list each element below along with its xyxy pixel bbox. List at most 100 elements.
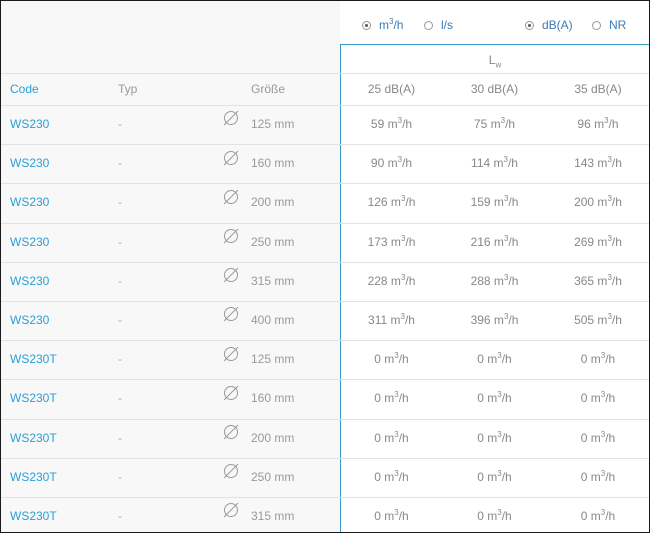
radio-sound-dba[interactable]: dB(A) <box>525 17 573 33</box>
radio-label-ls: l/s <box>441 18 453 32</box>
type-value: - <box>118 430 122 445</box>
type-value: - <box>118 469 122 484</box>
table-row: WS230 - 160 mm 90 m3/h 114 m3/h 143 m3/h <box>1 144 649 183</box>
flow-25dba: 228 m3/h <box>367 272 416 288</box>
table-row: WS230T - 160 mm 0 m3/h 0 m3/h 0 m3/h <box>1 379 649 418</box>
flow-30dba: 75 m3/h <box>473 116 516 132</box>
type-value: - <box>118 352 122 367</box>
radio-sound-nr[interactable]: NR <box>592 17 626 33</box>
size-value: 315 mm <box>251 509 295 523</box>
flow-35dba: 0 m3/h <box>580 429 616 445</box>
product-code-link[interactable]: WS230T <box>10 430 57 445</box>
flow-25dba: 0 m3/h <box>374 468 409 484</box>
size-value: 160 mm <box>251 391 295 406</box>
product-code-link[interactable]: WS230T <box>10 469 57 484</box>
diameter-icon <box>222 379 242 418</box>
product-code-link[interactable]: WS230 <box>10 273 50 288</box>
header-30dba[interactable]: 30 dB(A) <box>470 82 519 96</box>
type-value: - <box>118 313 122 327</box>
radio-button[interactable] <box>592 20 601 30</box>
header-25dba[interactable]: 25 dB(A) <box>367 82 416 96</box>
product-code-link[interactable]: WS230T <box>10 352 57 367</box>
table-row: WS230T - 250 mm 0 m3/h 0 m3/h 0 m3/h <box>1 458 649 497</box>
radio-flow-m3h[interactable]: m3/h <box>362 17 403 33</box>
divider <box>1 222 649 224</box>
flow-30dba: 0 m3/h <box>477 351 512 367</box>
flow-35dba: 269 m3/h <box>574 233 622 249</box>
diameter-icon <box>222 144 242 183</box>
type-value: - <box>118 391 122 406</box>
flow-30dba: 114 m3/h <box>471 155 518 171</box>
divider <box>1 183 649 185</box>
lw-values-panel <box>340 44 649 532</box>
product-code-link[interactable]: WS230 <box>10 234 50 249</box>
radio-flow-ls[interactable]: l/s <box>424 17 453 33</box>
flow-35dba: 0 m3/h <box>580 508 616 524</box>
product-code-link[interactable]: WS230 <box>10 156 50 171</box>
radio-button[interactable] <box>525 20 534 30</box>
flow-35dba: 365 m3/h <box>574 272 622 288</box>
flow-30dba: 0 m3/h <box>477 390 512 406</box>
size-value: 250 mm <box>251 469 295 484</box>
table-header-row: Code Typ Größe 25 dB(A) 30 dB(A) 35 dB(A… <box>1 70 649 109</box>
flow-25dba: 173 m3/h <box>367 233 416 249</box>
flow-25dba: 59 m3/h <box>370 116 413 132</box>
flow-35dba: 0 m3/h <box>580 351 616 367</box>
product-code-link[interactable]: WS230 <box>10 195 50 210</box>
radio-button[interactable] <box>424 20 433 30</box>
header-35dba[interactable]: 35 dB(A) <box>574 82 622 96</box>
divider <box>1 261 649 263</box>
type-value: - <box>118 117 122 131</box>
flow-30dba: 216 m3/h <box>470 233 519 249</box>
diameter-icon <box>222 340 242 379</box>
table-row: WS230T - 125 mm 0 m3/h 0 m3/h 0 m3/h <box>1 340 649 379</box>
lw-heading: Lw <box>488 53 502 70</box>
flow-35dba: 143 m3/h <box>574 155 622 171</box>
flow-35dba: 0 m3/h <box>580 390 616 406</box>
flow-35dba: 505 m3/h <box>574 312 622 328</box>
radio-label-dba: dB(A) <box>542 18 573 32</box>
diameter-icon <box>222 183 242 222</box>
type-value: - <box>118 195 122 210</box>
divider <box>1 105 649 106</box>
flow-25dba: 0 m3/h <box>374 508 409 524</box>
divider <box>1 379 649 381</box>
product-code-link[interactable]: WS230T <box>10 509 57 523</box>
diameter-icon <box>222 301 242 340</box>
flow-30dba: 0 m3/h <box>477 468 512 484</box>
diameter-icon <box>222 262 242 301</box>
header-size[interactable]: Größe <box>251 82 286 96</box>
divider <box>1 340 649 342</box>
table-row: WS230 - 250 mm 173 m3/h 216 m3/h 269 m3/h <box>1 223 649 262</box>
divider <box>1 457 649 459</box>
divider <box>1 301 649 302</box>
flow-35dba: 200 m3/h <box>574 194 622 210</box>
flow-25dba: 0 m3/h <box>374 351 409 367</box>
size-value: 315 mm <box>251 273 295 288</box>
size-value: 250 mm <box>251 234 295 249</box>
size-value: 200 mm <box>251 430 295 445</box>
radio-button[interactable] <box>362 20 371 30</box>
table-row: WS230T - 315 mm 0 m3/h 0 m3/h 0 m3/h <box>1 497 649 532</box>
table-row: WS230 - 125 mm 59 m3/h 75 m3/h 96 m3/h <box>1 105 649 144</box>
diameter-icon <box>222 105 242 144</box>
flow-30dba: 159 m3/h <box>470 194 519 210</box>
flow-25dba: 126 m3/h <box>367 194 416 210</box>
product-code-link[interactable]: WS230 <box>10 313 50 327</box>
divider <box>1 144 649 146</box>
header-typ[interactable]: Typ <box>118 82 138 96</box>
flow-30dba: 288 m3/h <box>470 272 519 288</box>
size-value: 125 mm <box>251 352 295 367</box>
size-value: 125 mm <box>251 117 295 131</box>
diameter-icon <box>222 458 242 497</box>
product-code-link[interactable]: WS230T <box>10 391 57 406</box>
flow-30dba: 396 m3/h <box>470 312 519 328</box>
diameter-icon <box>222 223 242 262</box>
type-value: - <box>118 156 122 171</box>
header-code[interactable]: Code <box>10 82 39 96</box>
size-value: 160 mm <box>251 156 295 171</box>
type-value: - <box>118 234 122 249</box>
type-value: - <box>118 509 122 523</box>
product-code-link[interactable]: WS230 <box>10 117 50 131</box>
